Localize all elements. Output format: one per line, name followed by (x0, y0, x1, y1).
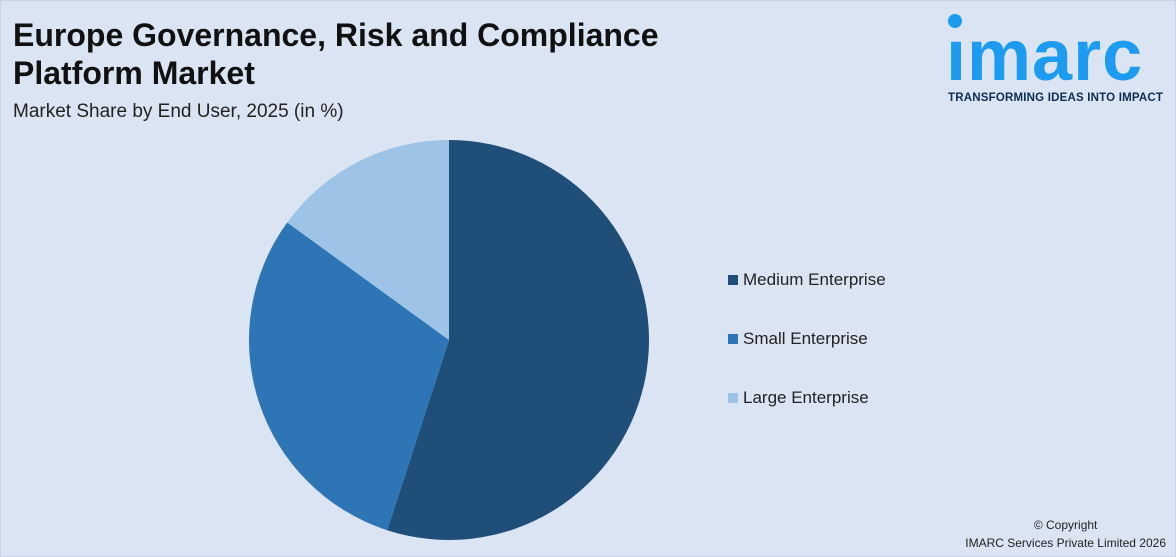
legend-label: Large Enterprise (743, 388, 869, 407)
imarc-logo: ı marc TRANSFORMING IDEAS INTO IMPACT (946, 10, 1172, 110)
legend-swatch (728, 334, 738, 344)
chart-legend: Medium Enterprise Small Enterprise Large E… (728, 270, 886, 447)
legend-swatch (728, 393, 738, 403)
legend-item: Medium Enterprise (728, 270, 886, 290)
logo-dot (948, 14, 962, 28)
pie-slices (248, 140, 649, 540)
legend-label: Small Enterprise (743, 329, 868, 348)
pie-slice-medium-enterprise (387, 140, 649, 540)
copyright-line-2: IMARC Services Private Limited 2026 (965, 536, 1166, 550)
legend-label: Medium Enterprise (743, 270, 886, 289)
legend-item: Large Enterprise (728, 388, 886, 408)
copyright-notice: © Copyright IMARC Services Private Limit… (965, 516, 1166, 552)
chart-subtitle: Market Share by End User, 2025 (in %) (13, 101, 344, 122)
logo-tagline: TRANSFORMING IDEAS INTO IMPACT (948, 92, 1164, 104)
legend-item: Small Enterprise (728, 329, 886, 349)
copyright-line-1: © Copyright (1033, 518, 1098, 532)
pie-slice-small-enterprise (248, 222, 449, 531)
logo-wordmark: ı marc (946, 14, 1144, 96)
page-title: Europe Governance, Risk and Compliance P… (13, 17, 659, 91)
pie-slice-large-enterprise (287, 140, 449, 340)
legend-swatch (728, 275, 738, 285)
